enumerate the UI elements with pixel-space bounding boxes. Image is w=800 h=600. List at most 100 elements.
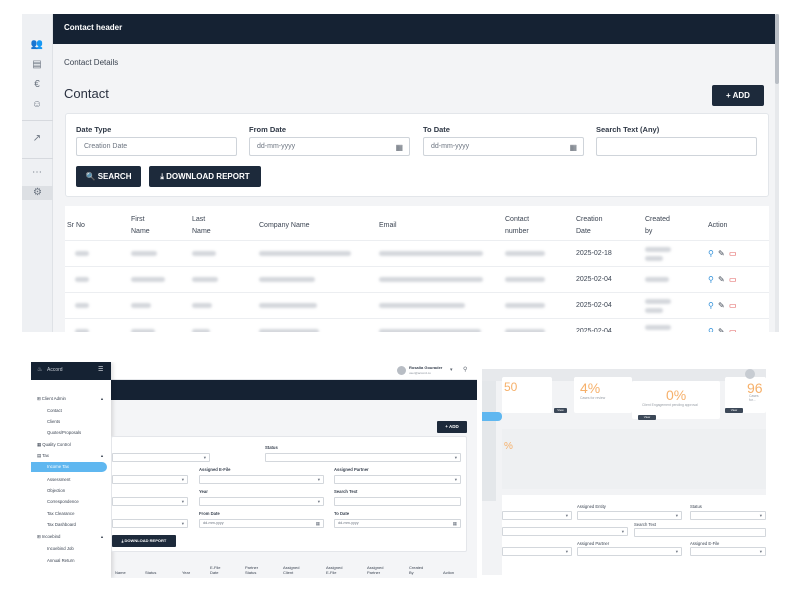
search-icon[interactable]: ⚲ bbox=[463, 367, 468, 373]
chevron-down-icon: ▾ bbox=[181, 499, 184, 504]
table-row[interactable]: 2025-02-04 ⚲ ✎ ▭ bbox=[65, 318, 769, 332]
user-email: user@accord.co bbox=[409, 371, 431, 375]
add-button[interactable]: + ADD bbox=[437, 421, 467, 433]
user-circle-icon[interactable]: ☺ bbox=[31, 99, 43, 110]
sidebar-item-tax-dashboard[interactable]: Tax Dashboard bbox=[47, 522, 76, 527]
download-icon: ⤓ bbox=[160, 172, 167, 181]
sidebar-item-client-admin[interactable]: ⊞ Client Admin ▴ bbox=[37, 396, 103, 401]
view-icon[interactable]: ⚲ bbox=[708, 327, 714, 332]
search-text-input[interactable] bbox=[634, 528, 766, 537]
search-button[interactable]: 🔍 SEARCH bbox=[76, 166, 141, 187]
sidebar-selected[interactable] bbox=[482, 412, 502, 421]
page-title: Contact bbox=[64, 86, 109, 101]
creation-date: 2025-02-04 bbox=[576, 328, 612, 332]
more-icon[interactable]: ⋯ bbox=[32, 167, 42, 178]
income-tax-screen: Rosalia Gourader user@accord.co ▾ ⚲ ♨ Ac… bbox=[31, 362, 477, 578]
filter-select[interactable]: ▾ bbox=[502, 511, 572, 520]
sidebar-item-incoebind[interactable]: ⊞ Incoebind ▴ bbox=[37, 534, 103, 539]
avatar[interactable] bbox=[745, 369, 755, 379]
chevron-down-icon: ▾ bbox=[565, 513, 568, 518]
filter-card: ▾ Status ▾ ▾ Assigned E-File ▾ Assigned … bbox=[111, 436, 467, 552]
status-select[interactable]: ▾ bbox=[690, 511, 766, 520]
client-select[interactable]: ▾ bbox=[112, 475, 188, 484]
search-button-label: SEARCH bbox=[97, 172, 132, 181]
edit-icon[interactable]: ✎ bbox=[718, 327, 725, 332]
scrollbar-thumb[interactable] bbox=[775, 14, 779, 84]
settings-icon[interactable]: ⚙ bbox=[22, 186, 53, 200]
edit-icon[interactable]: ✎ bbox=[718, 249, 725, 258]
filter-select[interactable]: ▾ bbox=[502, 547, 572, 556]
edit-icon[interactable]: ✎ bbox=[718, 301, 725, 310]
breadcrumb[interactable]: Contact Details bbox=[64, 58, 119, 67]
sidebar-item-quotes[interactable]: Quotes/Proposals bbox=[47, 430, 82, 435]
chevron-down-icon: ▾ bbox=[454, 455, 457, 460]
table-row[interactable]: 2025-02-04 ⚲ ✎ ▭ bbox=[65, 292, 769, 318]
delete-icon[interactable]: ▭ bbox=[729, 275, 737, 284]
calendar-icon[interactable]: ▦ bbox=[315, 521, 320, 526]
assigned-efile-select[interactable]: ▾ bbox=[199, 475, 324, 484]
trend-icon[interactable]: ↗ bbox=[32, 133, 42, 144]
search-text-input[interactable] bbox=[596, 137, 757, 156]
view-button[interactable]: View bbox=[725, 408, 743, 413]
download-report-button[interactable]: ⤓ DOWNLOAD REPORT bbox=[112, 535, 176, 547]
to-date-input[interactable]: dd-mm-yyyy ▦ bbox=[334, 519, 461, 528]
from-date-input[interactable]: dd-mm-yyyy ▦ bbox=[249, 137, 410, 156]
creation-date: 2025-02-04 bbox=[576, 302, 612, 309]
menu-icon[interactable]: ☰ bbox=[98, 367, 104, 373]
type-select[interactable]: ▾ bbox=[112, 497, 188, 506]
view-button[interactable]: View bbox=[638, 415, 656, 420]
table-row[interactable]: 2025-02-04 ⚲ ✎ ▭ bbox=[65, 266, 769, 292]
calendar-icon[interactable]: ▦ bbox=[569, 143, 577, 152]
calendar-icon[interactable]: ▦ bbox=[452, 521, 457, 526]
sidebar-item-tax-clearance[interactable]: Tax Clearance bbox=[47, 511, 75, 516]
status-label: Status bbox=[690, 504, 702, 509]
chevron-down-icon[interactable]: ▾ bbox=[450, 367, 453, 373]
to-date-input[interactable]: dd-mm-yyyy ▦ bbox=[423, 137, 584, 156]
view-icon[interactable]: ⚲ bbox=[708, 249, 714, 258]
sidebar-item-contact[interactable]: Contact bbox=[47, 408, 62, 413]
sidebar-item-assessment[interactable]: Assessment bbox=[47, 477, 71, 482]
date-select[interactable]: ▾ bbox=[502, 527, 628, 536]
edit-icon[interactable]: ✎ bbox=[718, 275, 725, 284]
sidebar-item-quality-control[interactable]: ▦ Quality Control bbox=[37, 442, 71, 447]
to-date-label: To Date bbox=[423, 125, 450, 134]
assigned-partner-select[interactable]: ▾ bbox=[334, 475, 461, 484]
assigned-entity-select[interactable]: ▾ bbox=[577, 511, 682, 520]
status-select[interactable]: ▾ bbox=[265, 453, 461, 462]
add-button[interactable]: + ADD bbox=[712, 85, 764, 106]
search-text-label: Search Text (Any) bbox=[596, 125, 660, 134]
table-row[interactable]: 2025-02-18 ⚲ ✎ ▭ bbox=[65, 240, 769, 266]
sidebar-item-incoebind-job[interactable]: Incoebind Job bbox=[47, 546, 74, 551]
search-text-input[interactable] bbox=[334, 497, 461, 506]
delete-icon[interactable]: ▭ bbox=[729, 301, 737, 310]
sidebar-item-tax[interactable]: ▤ Tax ▴ bbox=[37, 453, 103, 458]
sidebar-item-annual-return[interactable]: Annual Return bbox=[47, 558, 75, 563]
name-select[interactable]: ▾ bbox=[112, 453, 210, 462]
sidebar-item-objection[interactable]: Objection bbox=[47, 488, 66, 493]
sidebar-item-correspondence[interactable]: Correspondence bbox=[47, 499, 79, 504]
view-icon[interactable]: ⚲ bbox=[708, 301, 714, 310]
euro-icon[interactable]: € bbox=[34, 79, 40, 90]
download-report-button[interactable]: ⤓ DOWNLOAD REPORT bbox=[149, 166, 261, 187]
document-icon[interactable]: ▤ bbox=[32, 59, 42, 70]
assigned-efile-select[interactable]: ▾ bbox=[690, 547, 766, 556]
delete-icon[interactable]: ▭ bbox=[729, 327, 737, 332]
scrollbar[interactable] bbox=[775, 14, 779, 332]
users-icon[interactable]: 👥 bbox=[30, 39, 44, 50]
view-button[interactable]: View bbox=[554, 408, 567, 413]
chevron-down-icon: ▾ bbox=[565, 549, 568, 554]
assigned-partner-select[interactable]: ▾ bbox=[577, 547, 682, 556]
chevron-down-icon: ▾ bbox=[759, 513, 762, 518]
delete-icon[interactable]: ▭ bbox=[729, 249, 737, 258]
view-icon[interactable]: ⚲ bbox=[708, 275, 714, 284]
date-type-select[interactable]: ▾ bbox=[112, 519, 188, 528]
sidebar-item-income-tax[interactable]: Income Tax bbox=[31, 462, 107, 472]
sidebar-item-clients[interactable]: Clients bbox=[47, 419, 61, 424]
date-type-select[interactable]: Creation Date bbox=[76, 137, 237, 156]
filter-card: Date Type Creation Date From Date dd-mm-… bbox=[65, 113, 769, 197]
calendar-icon[interactable]: ▦ bbox=[395, 143, 403, 152]
col-created-by: Created By bbox=[409, 565, 424, 575]
year-select[interactable]: ▾ bbox=[199, 497, 324, 506]
from-date-input[interactable]: dd-mm-yyyy ▦ bbox=[199, 519, 324, 528]
avatar[interactable] bbox=[397, 366, 406, 375]
